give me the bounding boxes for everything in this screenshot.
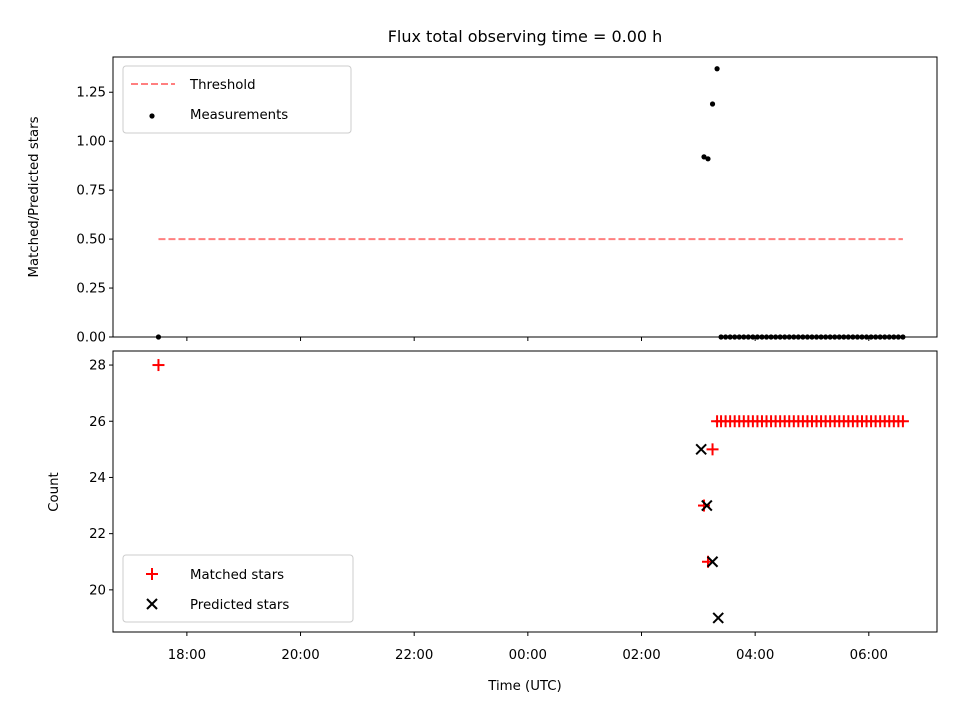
measurements-point bbox=[701, 154, 707, 160]
top-legend-box bbox=[122, 65, 352, 134]
bottom-y-tick-label: 22 bbox=[89, 527, 106, 542]
top-y-ticks: 0.00 0.25 0.50 0.75 1.00 1.25 bbox=[76, 86, 113, 346]
top-y-tick-label: 0.25 bbox=[76, 282, 106, 297]
bottom-y-ticks: 20 22 24 26 28 bbox=[89, 359, 113, 598]
chart-title: Flux total observing time = 0.00 h bbox=[388, 27, 663, 46]
x-axis-label: Time (UTC) bbox=[487, 679, 562, 694]
top-y-tick-label: 0.00 bbox=[76, 331, 106, 346]
bottom-y-axis-label: Count bbox=[47, 472, 62, 512]
matched-stars-point bbox=[152, 359, 165, 372]
bottom-panel: 20 22 24 26 28 18:00 20:00 22:00 00:00 02:00 04:0… bbox=[47, 350, 938, 694]
x-tick-label: 06:00 bbox=[850, 648, 888, 663]
measurements-point bbox=[705, 156, 711, 162]
bottom-y-tick-label: 26 bbox=[89, 415, 106, 430]
x-tick-label: 00:00 bbox=[509, 648, 547, 663]
top-legend: Threshold Measurements bbox=[122, 65, 352, 134]
top-y-axis-label: Matched/Predicted stars bbox=[27, 116, 42, 277]
bottom-y-tick-label: 28 bbox=[89, 359, 106, 374]
x-tick-label: 02:00 bbox=[622, 648, 660, 663]
bottom-axes-frame bbox=[112, 350, 938, 633]
bottom-plot-area bbox=[152, 359, 909, 624]
matched-stars-point bbox=[896, 415, 909, 428]
predicted-stars-point bbox=[706, 556, 719, 568]
bottom-legend: Matched stars Predicted stars bbox=[122, 554, 354, 623]
top-y-tick-label: 0.75 bbox=[76, 184, 106, 199]
x-tick-label: 20:00 bbox=[281, 648, 319, 663]
matched-stars-legend-swatch bbox=[146, 568, 158, 580]
measurements-point bbox=[714, 66, 720, 72]
predicted-stars-point bbox=[701, 499, 713, 512]
measurements-legend-label: Measurements bbox=[190, 108, 288, 123]
top-y-tick-label: 0.50 bbox=[76, 233, 106, 248]
bottom-y-tick-label: 20 bbox=[89, 583, 106, 598]
predicted-stars-legend-label: Predicted stars bbox=[190, 598, 289, 613]
top-y-tick-label: 1.00 bbox=[76, 135, 106, 150]
top-axes-frame bbox=[112, 56, 938, 338]
threshold-legend-label: Threshold bbox=[189, 78, 256, 93]
predicted-stars-point bbox=[695, 443, 707, 456]
matched-stars-point bbox=[706, 443, 719, 456]
predicted-stars-point bbox=[712, 612, 724, 624]
top-panel: 0.00 0.25 0.50 0.75 1.00 1.25 Matched/Predict… bbox=[27, 56, 938, 346]
bottom-y-tick-label: 24 bbox=[89, 471, 106, 486]
bottom-legend-box bbox=[122, 554, 354, 623]
x-tick-label: 18:00 bbox=[168, 648, 206, 663]
measurements-legend-swatch bbox=[149, 113, 155, 119]
x-tick-label: 04:00 bbox=[736, 648, 774, 663]
matched-stars-legend-label: Matched stars bbox=[190, 568, 284, 583]
x-tick-label: 22:00 bbox=[395, 648, 433, 663]
bottom-x-ticks: 18:00 20:00 22:00 00:00 02:00 04:00 06:00 bbox=[168, 632, 888, 663]
top-y-tick-label: 1.25 bbox=[76, 86, 106, 101]
predicted-stars-legend-swatch bbox=[146, 598, 158, 610]
measurements-point bbox=[709, 101, 716, 107]
top-x-ticks bbox=[186, 337, 870, 341]
